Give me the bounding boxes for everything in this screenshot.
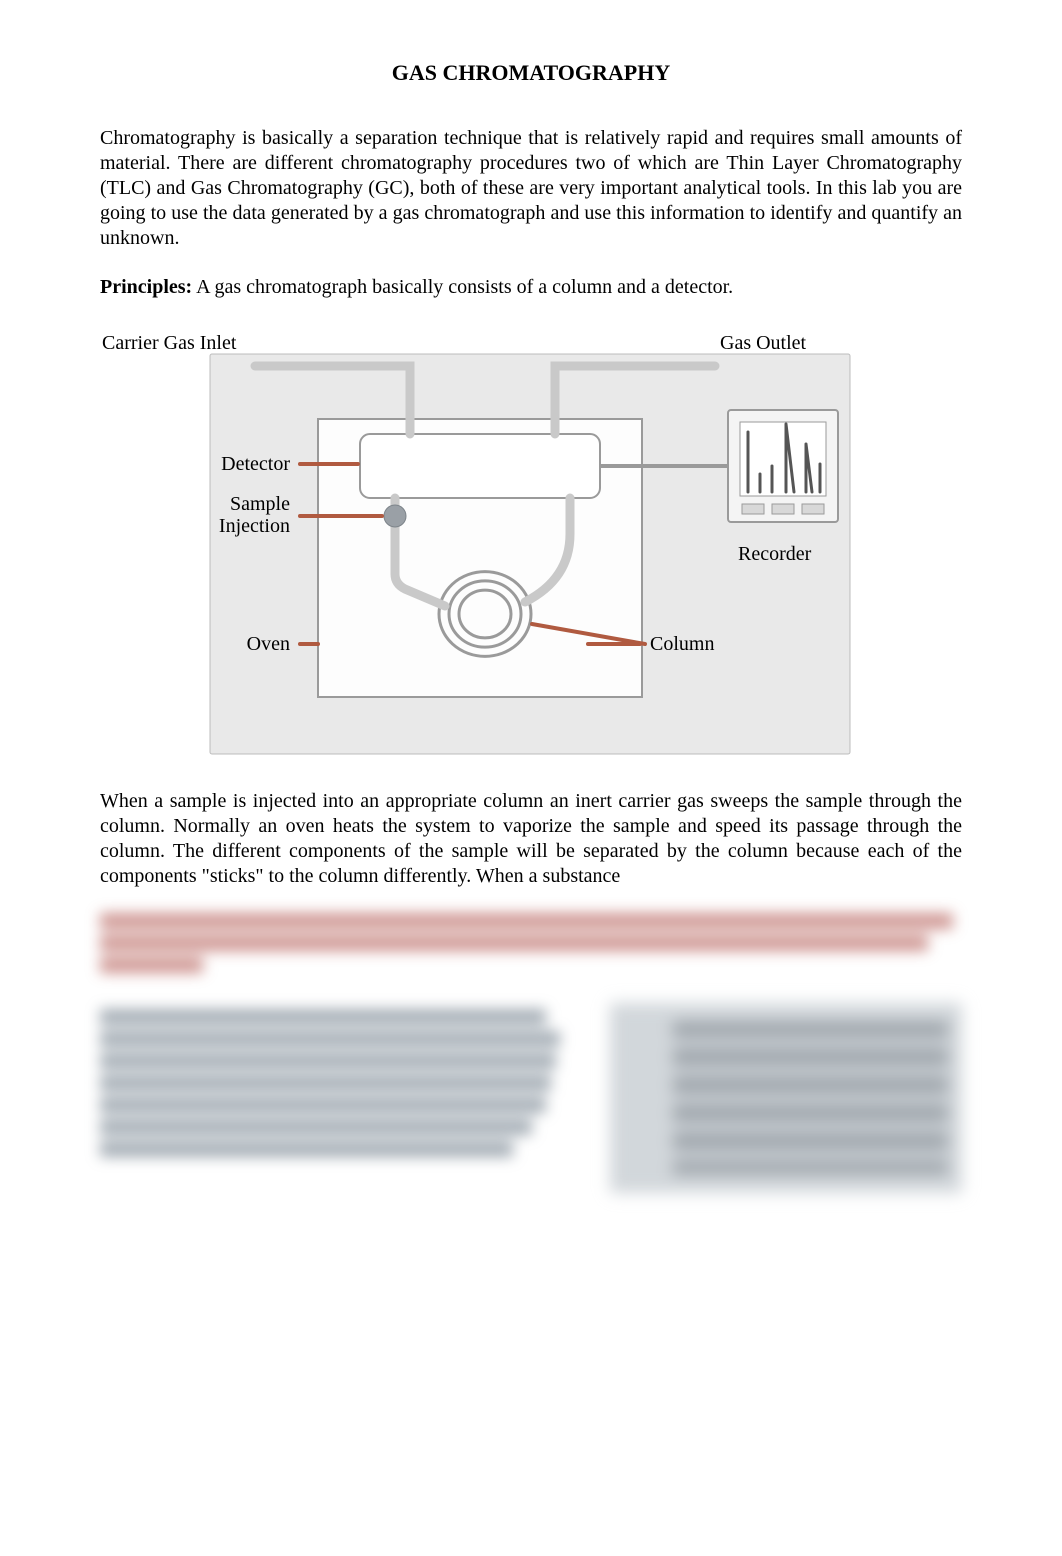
label-sample-injection-1: Sample bbox=[230, 493, 290, 515]
principles-text: A gas chromatograph basically consists o… bbox=[192, 276, 733, 298]
gc-diagram: Carrier Gas Inlet Gas Outlet Detector Sampl… bbox=[100, 324, 962, 769]
label-sample-injection-2: Injection bbox=[219, 515, 290, 537]
label-detector: Detector bbox=[221, 453, 290, 475]
label-carrier-gas-inlet: Carrier Gas Inlet bbox=[102, 332, 237, 354]
principles-paragraph: Principles: A gas chromatograph basicall… bbox=[100, 275, 962, 300]
body-paragraph: When a sample is injected into an approp… bbox=[100, 789, 962, 889]
label-oven: Oven bbox=[247, 633, 290, 655]
label-column: Column bbox=[650, 633, 714, 655]
obscured-left-text bbox=[100, 1003, 570, 1193]
page-title: GAS CHROMATOGRAPHY bbox=[100, 60, 962, 86]
obscured-right-figure bbox=[610, 1003, 962, 1193]
obscured-lines-top bbox=[100, 913, 962, 973]
obscured-region bbox=[100, 913, 962, 1193]
obscured-two-column bbox=[100, 1003, 962, 1193]
label-gas-outlet: Gas Outlet bbox=[720, 332, 807, 354]
gc-diagram-svg: Carrier Gas Inlet Gas Outlet Detector Sampl… bbox=[100, 324, 960, 764]
intro-paragraph: Chromatography is basically a separation… bbox=[100, 126, 962, 251]
principles-label: Principles: bbox=[100, 276, 192, 298]
label-recorder: Recorder bbox=[738, 543, 812, 565]
